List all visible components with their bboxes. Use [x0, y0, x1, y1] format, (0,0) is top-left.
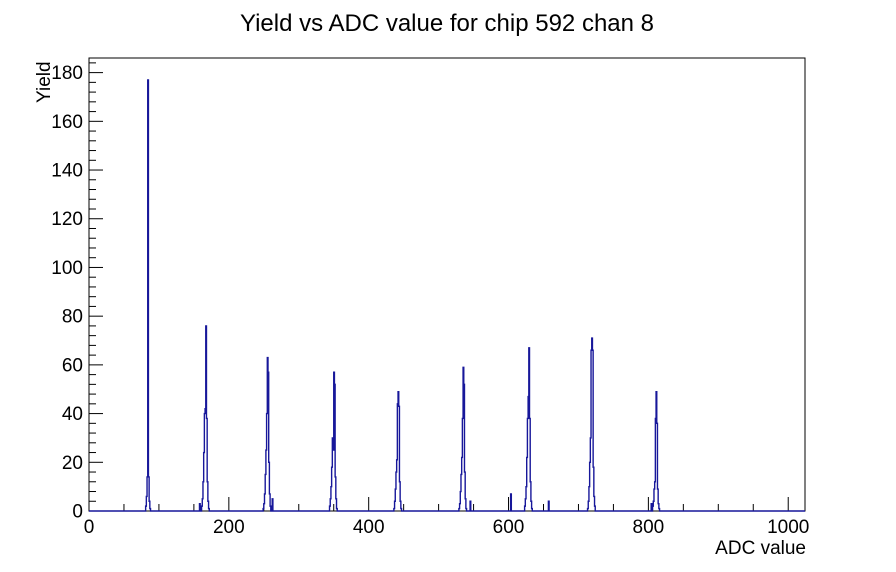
chart-title: Yield vs ADC value for chip 592 chan 8 — [240, 10, 654, 37]
x-tick-label: 400 — [353, 517, 385, 538]
y-tick-label: 0 — [72, 502, 83, 523]
axis-tick-labels: 0 200 400 600 800 1000 0 20 40 60 80 100 120 140 160 18… — [51, 63, 809, 538]
y-tick-label: 160 — [51, 112, 83, 133]
x-tick-label: 1000 — [767, 517, 809, 538]
y-tick-label: 20 — [62, 453, 83, 474]
y-tick-label: 120 — [51, 209, 83, 230]
y-tick-label: 80 — [62, 307, 83, 328]
x-tick-label: 600 — [493, 517, 525, 538]
x-axis-title: ADC value — [715, 538, 806, 559]
plot-frame — [88, 57, 806, 512]
y-tick-label: 140 — [51, 161, 83, 182]
y-tick-label: 100 — [51, 258, 83, 279]
y-tick-label: 40 — [62, 404, 83, 425]
y-axis-title: Yield — [34, 61, 55, 103]
axis-ticks — [88, 62, 789, 512]
y-tick-label: 180 — [51, 63, 83, 84]
x-tick-label: 0 — [84, 517, 95, 538]
histogram-line — [89, 79, 805, 512]
y-tick-label: 60 — [62, 355, 83, 376]
x-tick-label: 200 — [213, 517, 245, 538]
x-tick-label: 800 — [633, 517, 665, 538]
